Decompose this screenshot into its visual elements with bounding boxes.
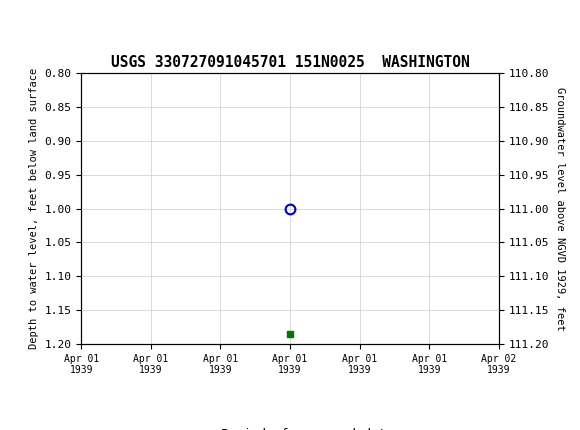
Y-axis label: Groundwater level above NGVD 1929, feet: Groundwater level above NGVD 1929, feet bbox=[554, 87, 564, 330]
Y-axis label: Depth to water level, feet below land surface: Depth to water level, feet below land su… bbox=[29, 68, 39, 349]
Text: USGS 330727091045701 151N0025  WASHINGTON: USGS 330727091045701 151N0025 WASHINGTON bbox=[111, 55, 469, 70]
Text: USGS: USGS bbox=[75, 16, 144, 36]
Legend: Period of approved data: Period of approved data bbox=[182, 423, 399, 430]
